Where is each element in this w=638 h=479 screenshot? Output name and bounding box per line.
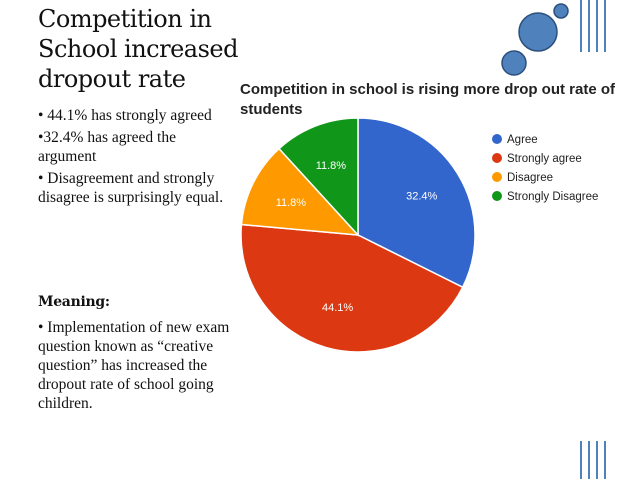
- pie-slice-agree: [357, 117, 476, 289]
- pie-value-label: 32.4%: [406, 191, 437, 203]
- legend-marker: [492, 153, 502, 163]
- pie-value-label: 11.8%: [316, 160, 347, 172]
- decor-bubble-small: [553, 3, 569, 19]
- bullet-item: •32.4% has agreed the argument: [38, 129, 176, 165]
- meaning-text: • Implementation of new exam question kn…: [38, 319, 230, 412]
- bullet-item: • Disagreement and strongly disagree is …: [38, 170, 224, 206]
- pie-slice-strongly-disagree: [277, 117, 359, 237]
- legend-label: Strongly Disagree: [507, 191, 598, 203]
- pie-slice-disagree: [240, 147, 360, 236]
- pie-slice-strongly-agree: [240, 223, 464, 353]
- legend-marker: [492, 172, 502, 182]
- legend-marker: [492, 134, 502, 144]
- slide-title: Competition in School increased dropout …: [38, 5, 238, 93]
- legend-marker: [492, 191, 502, 201]
- chart-title: Competition in school is rising more dro…: [240, 81, 616, 118]
- decor-bubble-medium: [501, 50, 527, 76]
- bullet-item: • 44.1% has strongly agreed: [38, 107, 212, 124]
- legend-label: Agree: [507, 134, 538, 146]
- pie-chart: 32.4% 44.1% 11.8% 11.8% Agree Strongly agree D…: [240, 117, 598, 353]
- pie-value-label: 44.1%: [322, 302, 353, 314]
- bullet-list: • 44.1% has strongly agreed •32.4% has a…: [38, 106, 238, 210]
- decor-bubble-large: [518, 12, 558, 52]
- pie-value-label: 11.8%: [276, 197, 307, 209]
- legend-label: Strongly agree: [507, 153, 582, 165]
- decor-lines-top: [580, 0, 606, 52]
- decor-lines-bottom: [580, 441, 606, 479]
- meaning-heading: Meaning:: [38, 294, 110, 310]
- legend-label: Disagree: [507, 172, 553, 184]
